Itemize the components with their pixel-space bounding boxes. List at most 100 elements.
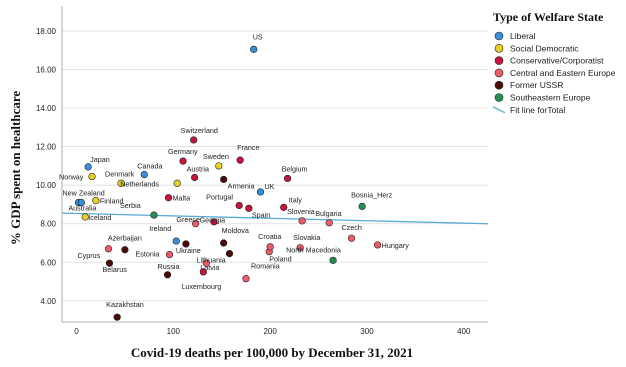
point-label: Croatia xyxy=(258,232,281,241)
point-label: France xyxy=(237,143,259,152)
point-label: Spain xyxy=(252,210,270,219)
point-label: Switzerland xyxy=(181,126,218,135)
data-point xyxy=(179,157,187,165)
point-label: Slovenia xyxy=(287,207,315,216)
legend-marker xyxy=(494,43,504,53)
legend-marker xyxy=(494,93,504,102)
point-label: North Macedonia xyxy=(286,245,341,254)
legend-label: Former USSR xyxy=(510,80,563,90)
data-point xyxy=(225,249,234,258)
data-point xyxy=(192,220,200,228)
point-label: Belarus xyxy=(102,265,127,274)
data-point xyxy=(347,234,356,242)
point-label: Latvia xyxy=(200,263,219,272)
x-tick-labels: 0 100 200 300 400 xyxy=(74,327,471,336)
point-labels: US Japan Canada New Zealand Australia Ireland… xyxy=(59,32,409,309)
point-label: Armenia xyxy=(228,181,255,190)
data-point xyxy=(202,259,210,267)
y-tick-label: 14.00 xyxy=(36,104,57,113)
y-axis-title: % GDP spent on healthcare xyxy=(8,91,23,246)
data-point xyxy=(164,194,173,202)
point-label: Russia xyxy=(158,262,180,271)
legend-marker xyxy=(494,31,504,41)
point-label: Norway xyxy=(59,173,84,182)
gridlines xyxy=(62,30,488,302)
data-point xyxy=(190,136,198,144)
fit-line xyxy=(61,212,489,225)
data-point xyxy=(250,45,258,53)
data-point xyxy=(191,173,199,182)
data-point xyxy=(220,239,228,247)
data-point xyxy=(150,211,158,219)
legend-items: Liberal Social Democratic Conservative/Cor… xyxy=(492,31,616,115)
legend-label: Fit line forTotal xyxy=(510,105,565,115)
legend-marker xyxy=(494,56,504,65)
data-point xyxy=(140,170,148,179)
x-tick-label: 200 xyxy=(263,327,277,336)
point-label: Denmark xyxy=(105,169,135,178)
point-label: Finland xyxy=(100,197,124,206)
y-tick-label: 18.00 xyxy=(36,27,57,36)
data-point xyxy=(199,268,207,276)
point-label: UK xyxy=(264,182,274,191)
point-label: Azerbaijan xyxy=(108,234,142,243)
data-point xyxy=(358,202,366,210)
point-label: Netherlands xyxy=(120,179,159,188)
point-label: US xyxy=(253,32,263,41)
point-label: Kazakhstan xyxy=(106,300,144,309)
data-point xyxy=(325,219,333,227)
legend-line-swatch xyxy=(492,106,506,114)
data-point xyxy=(104,245,113,253)
y-tick-label: 6.00 xyxy=(40,258,56,267)
legend: Type of Welfare State Liberal Social Demo… xyxy=(492,10,616,115)
data-point xyxy=(215,162,223,170)
legend-label: Central and Eastern Europe xyxy=(510,68,616,78)
point-label: Cyprus xyxy=(77,251,100,260)
point-label: Malta xyxy=(173,194,191,203)
data-point xyxy=(329,256,337,264)
point-label: Luxembourg xyxy=(181,282,221,291)
point-label: Czech xyxy=(341,223,361,232)
data-points xyxy=(74,45,382,321)
data-point xyxy=(236,156,244,164)
point-label: Germany xyxy=(168,147,198,156)
point-label: Serbia xyxy=(120,201,141,210)
point-label: Romania xyxy=(251,262,280,271)
point-label: Sweden xyxy=(203,152,229,161)
point-label: Belgium xyxy=(282,164,308,173)
data-point xyxy=(84,163,92,171)
data-point xyxy=(92,197,100,205)
point-label: Australia xyxy=(68,204,96,213)
y-tick-labels: 4.00 6.00 8.00 10.00 12.00 14.00 16.00 18.00 xyxy=(36,27,57,306)
data-point xyxy=(296,244,304,252)
data-point xyxy=(242,275,250,283)
legend-marker xyxy=(494,68,504,78)
point-label: Bosnia_Herz xyxy=(351,190,393,199)
point-label: Ukraine xyxy=(176,246,201,255)
data-point xyxy=(121,246,129,254)
data-point xyxy=(283,174,292,183)
plot-area xyxy=(62,6,488,322)
data-point xyxy=(173,179,181,187)
y-tick-label: 10.00 xyxy=(36,181,57,190)
point-label: Japan xyxy=(90,155,110,164)
data-point xyxy=(235,201,243,210)
data-point xyxy=(374,241,382,249)
data-point xyxy=(245,204,253,212)
point-label: Slovakia xyxy=(293,233,320,242)
data-point xyxy=(81,213,89,221)
legend-marker xyxy=(494,80,504,90)
data-point xyxy=(220,175,228,184)
point-label: Greece xyxy=(176,215,200,224)
legend-label: Southeastern Europe xyxy=(510,93,591,103)
point-label: Italy xyxy=(289,195,303,204)
y-tick-label: 16.00 xyxy=(36,66,57,75)
point-label: New Zealand xyxy=(62,189,104,198)
data-point xyxy=(88,172,96,181)
data-point xyxy=(210,218,218,226)
point-label: Portugal xyxy=(206,192,233,201)
fit-line-layer xyxy=(61,212,489,225)
point-label: Moldova xyxy=(222,226,249,235)
data-point xyxy=(117,179,125,187)
y-tick-label: 12.00 xyxy=(36,143,57,152)
